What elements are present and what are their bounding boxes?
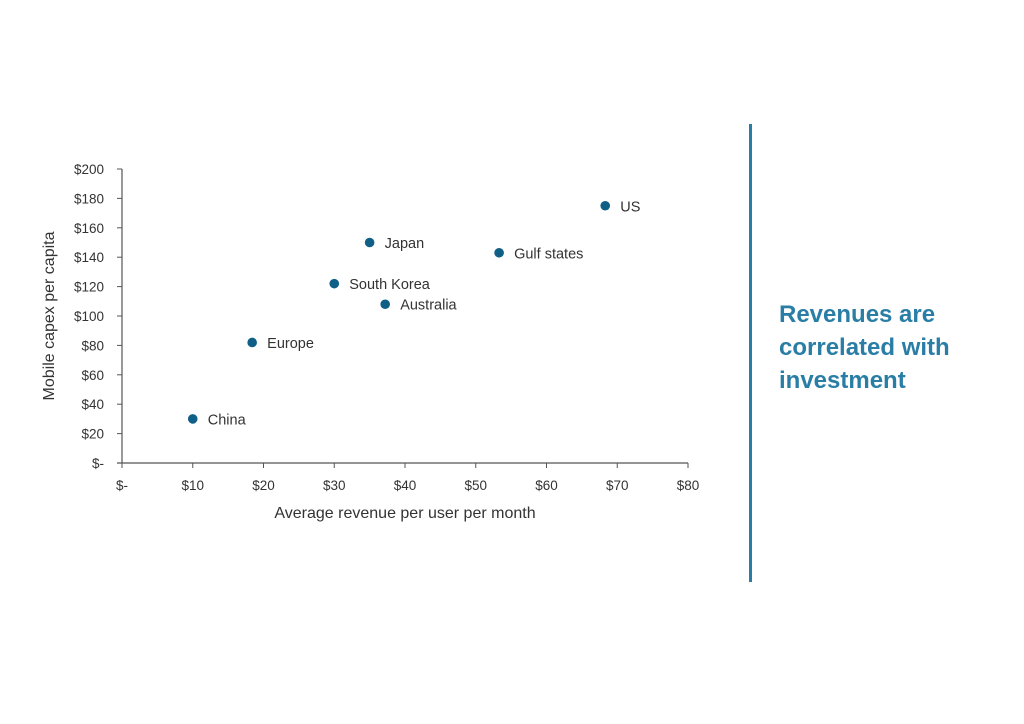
data-point: Europe: [247, 336, 314, 352]
x-tick-label: $70: [606, 478, 629, 493]
y-tick-label: $20: [81, 427, 104, 442]
y-tick-label: $140: [74, 250, 104, 265]
data-point: Gulf states: [494, 246, 583, 262]
data-point: Australia: [380, 298, 458, 314]
y-tick-label: $60: [81, 368, 104, 383]
point-marker-icon: [600, 200, 611, 211]
x-tick-label: $30: [323, 478, 346, 493]
x-tick-label: $10: [181, 478, 204, 493]
data-point: South Korea: [329, 277, 431, 293]
y-tick-label: $180: [74, 191, 104, 206]
point-label: China: [208, 412, 247, 428]
point-label: Europe: [267, 336, 314, 352]
point-label: US: [620, 199, 640, 215]
x-tick-label: $80: [677, 478, 700, 493]
x-axis-title: Average revenue per user per month: [274, 505, 535, 522]
x-tick-label: $60: [535, 478, 558, 493]
y-tick-label: $100: [74, 309, 104, 324]
y-tick-label: $160: [74, 221, 104, 236]
chart-points: China Europe South Korea Japan Australia Gulf…: [187, 199, 640, 428]
y-axis-title: Mobile capex per capita: [41, 231, 58, 400]
x-tick-label: $50: [464, 478, 487, 493]
y-tick-label: $-: [92, 456, 104, 471]
data-point: Japan: [364, 236, 425, 252]
data-point: US: [600, 199, 640, 215]
point-label: Australia: [400, 298, 457, 314]
point-marker-icon: [494, 247, 504, 258]
y-tick-label: $40: [81, 397, 104, 412]
x-tick-label: $20: [252, 478, 275, 493]
x-tick-label: $40: [394, 478, 417, 493]
vertical-divider: [749, 124, 752, 582]
point-label: Gulf states: [514, 246, 583, 262]
point-marker-icon: [364, 237, 375, 248]
chart-axes: $- $20 $40 $60 $80 $100 $120 $140 $160 $180 $200 $-…: [74, 162, 699, 493]
point-marker-icon: [247, 337, 257, 348]
y-tick-label: $120: [74, 280, 104, 295]
point-marker-icon: [329, 278, 340, 289]
callout-text: Revenues are correlated with investment: [779, 301, 950, 394]
data-point: China: [187, 412, 247, 428]
point-label: South Korea: [349, 277, 431, 293]
x-tick-label: $-: [116, 478, 128, 493]
point-marker-icon: [380, 299, 390, 310]
scatter-chart: $- $20 $40 $60 $80 $100 $120 $140 $160 $180 $200 $-…: [41, 162, 699, 522]
y-tick-label: $80: [81, 338, 104, 353]
y-tick-label: $200: [74, 162, 104, 177]
point-label: Japan: [385, 236, 425, 252]
point-marker-icon: [187, 414, 198, 424]
